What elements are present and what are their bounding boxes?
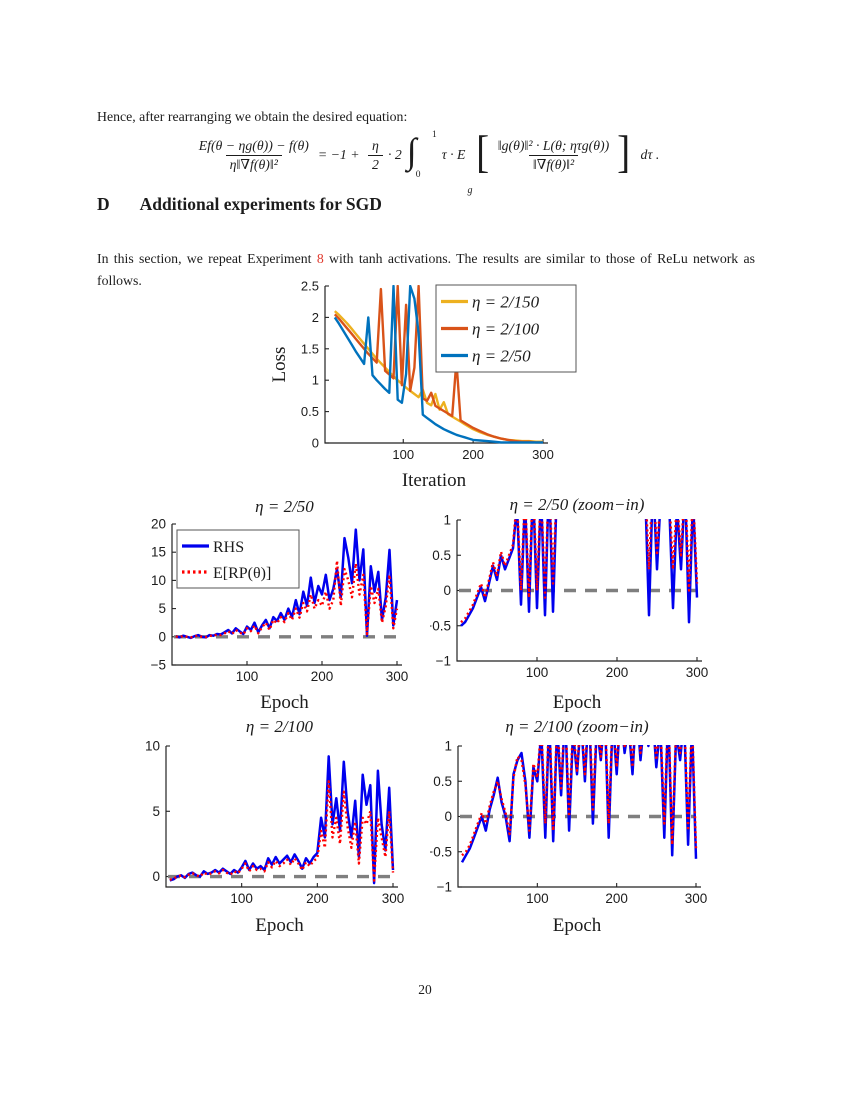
section-label: D <box>97 194 110 214</box>
eta-2-50-chart: 100 200 300 −5 0 5 10 15 20 η = 2/50 Epoch RHS E[RP(… <box>100 494 430 718</box>
chart-canvas: 100 200 300 −1 −0.5 0 0.5 1 η = 2/50 (zoom−in) Ep… <box>424 495 709 713</box>
svg-text:300: 300 <box>382 891 405 906</box>
svg-text:1: 1 <box>443 513 451 528</box>
svg-text:100: 100 <box>392 447 414 462</box>
svg-text:−0.5: −0.5 <box>430 618 451 633</box>
svg-text:0: 0 <box>312 436 319 451</box>
svg-text:η = 2/50: η = 2/50 <box>255 497 314 516</box>
svg-text:0: 0 <box>443 583 451 598</box>
svg-text:0: 0 <box>158 629 166 644</box>
lhs-numerator: Ef(θ − ηg(θ)) − f(θ) <box>198 138 309 154</box>
eta-2-100-zoomin-chart: 100 200 300 −1 −0.5 0 0.5 1 η = 2/100 (zoom−in) E… <box>425 714 760 941</box>
svg-text:η = 2/150: η = 2/150 <box>472 293 540 312</box>
chart-canvas: 100 200 300 0 0.5 1 1.5 2 2.5 Iteration Loss η = 2/… <box>269 279 577 491</box>
bracket-fraction: ‖g(θ)‖² · L(θ; ητg(θ)) ‖∇f(θ)‖² <box>497 138 610 172</box>
svg-text:100: 100 <box>526 665 549 680</box>
svg-text:−5: −5 <box>151 658 166 673</box>
svg-text:η = 2/100: η = 2/100 <box>246 717 314 736</box>
svg-text:200: 200 <box>306 891 329 906</box>
tau-expectation-term: τ · E <box>441 147 466 162</box>
expectation-subscript: g <box>467 185 473 196</box>
left-bracket: [ <box>476 126 490 177</box>
svg-text:−1: −1 <box>437 880 452 895</box>
svg-text:200: 200 <box>311 669 334 684</box>
svg-text:−1: −1 <box>436 654 451 669</box>
section-title: Additional experiments for SGD <box>139 194 382 214</box>
svg-text:100: 100 <box>236 669 259 684</box>
svg-text:0.5: 0.5 <box>433 774 452 789</box>
svg-text:100: 100 <box>230 891 253 906</box>
svg-text:20: 20 <box>151 517 166 532</box>
svg-text:η = 2/50: η = 2/50 <box>472 347 531 366</box>
svg-text:−0.5: −0.5 <box>430 844 452 859</box>
eta-2-100-chart: 100 200 300 0 5 10 η = 2/100 Epoch <box>100 714 430 941</box>
svg-text:Epoch: Epoch <box>553 915 602 936</box>
svg-text:15: 15 <box>151 545 166 560</box>
page-number: 20 <box>418 982 432 997</box>
eta-2-50-zoomin-chart: 100 200 300 −1 −0.5 0 0.5 1 η = 2/50 (zoom−in) Ep… <box>424 494 760 718</box>
lhs-fraction: Ef(θ − ηg(θ)) − f(θ) η‖∇f(θ)‖² <box>195 137 313 172</box>
svg-text:200: 200 <box>605 891 628 906</box>
svg-text:η = 2/100 (zoom−in): η = 2/100 (zoom−in) <box>505 717 649 736</box>
loss-vs-iteration-chart: 100 200 300 0 0.5 1 1.5 2 2.5 Iteration Loss η = 2/… <box>269 279 580 496</box>
svg-text:2: 2 <box>312 310 319 325</box>
svg-text:Loss: Loss <box>270 347 290 383</box>
svg-text:0.5: 0.5 <box>432 548 451 563</box>
svg-text:5: 5 <box>152 804 160 819</box>
svg-text:100: 100 <box>526 891 549 906</box>
svg-text:η = 2/50 (zoom−in): η = 2/50 (zoom−in) <box>510 495 645 514</box>
experiment-reference-link[interactable]: 8 <box>316 250 324 266</box>
svg-text:2.5: 2.5 <box>301 281 319 294</box>
svg-text:200: 200 <box>462 447 484 462</box>
svg-text:1: 1 <box>444 739 452 754</box>
eta-half-fraction: η 2 <box>368 137 383 172</box>
svg-text:Iteration: Iteration <box>402 470 467 491</box>
chart-canvas: 100 200 300 0 5 10 η = 2/100 Epoch <box>145 717 405 936</box>
section-heading: D Additional experiments for SGD <box>97 194 382 215</box>
svg-text:Epoch: Epoch <box>255 915 304 936</box>
svg-text:5: 5 <box>158 601 166 616</box>
paragraph-text-before: In this section, we repeat Experiment <box>97 250 317 266</box>
svg-text:0: 0 <box>444 809 452 824</box>
chart-canvas: 100 200 300 −1 −0.5 0 0.5 1 η = 2/100 (zoom−in) E… <box>425 717 708 936</box>
chart-canvas: 100 200 300 −5 0 5 10 15 20 η = 2/50 Epoch RHS E[RP(… <box>151 497 409 713</box>
svg-text:10: 10 <box>151 573 166 588</box>
svg-text:0: 0 <box>152 869 160 884</box>
svg-text:η = 2/100: η = 2/100 <box>472 320 540 339</box>
svg-text:Epoch: Epoch <box>553 692 602 713</box>
lhs-denominator: η‖∇f(θ)‖² <box>225 154 282 173</box>
dtau-term: dτ . <box>640 147 660 162</box>
integral-symbol: ∫ 1 0 <box>406 130 437 180</box>
svg-text:300: 300 <box>386 669 409 684</box>
svg-text:E[RP(θ)]: E[RP(θ)] <box>213 565 271 582</box>
svg-text:300: 300 <box>532 447 554 462</box>
main-equation: Ef(θ − ηg(θ)) − f(θ) η‖∇f(θ)‖² = −1 + η … <box>97 120 757 197</box>
svg-text:Epoch: Epoch <box>260 692 309 713</box>
paragraph-text-after: with tanh activations. The results are s… <box>97 250 755 288</box>
svg-text:1.5: 1.5 <box>301 341 319 356</box>
svg-text:300: 300 <box>686 665 709 680</box>
times-two-term: · 2 <box>387 147 402 162</box>
body-paragraph: In this section, we repeat Experiment 8 … <box>97 248 755 292</box>
svg-text:200: 200 <box>606 665 629 680</box>
svg-text:10: 10 <box>145 739 160 754</box>
svg-text:RHS: RHS <box>213 539 244 556</box>
lead-sentence: Hence, after rearranging we obtain the d… <box>97 108 408 124</box>
svg-text:0.5: 0.5 <box>301 404 319 419</box>
svg-text:1: 1 <box>312 373 319 388</box>
equals-term: = −1 + <box>317 147 364 162</box>
svg-text:300: 300 <box>685 891 708 906</box>
right-bracket: ] <box>617 126 631 177</box>
